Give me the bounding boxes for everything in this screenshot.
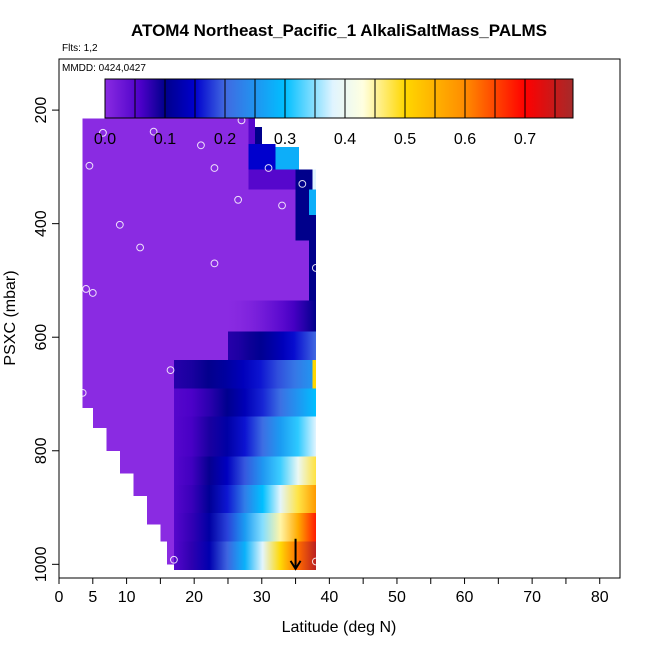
heatmap-cell [167, 240, 310, 301]
arrow-marker [289, 538, 302, 571]
heatmap-cell [167, 359, 174, 565]
y-tick-label: 600 [33, 324, 50, 351]
data-point [210, 164, 219, 172]
x-tick-label: 80 [591, 589, 609, 606]
x-axis-label: Latitude (deg N) [282, 619, 397, 636]
colorbar-tick-label: 0.2 [214, 131, 236, 148]
y-tick-label: 1000 [33, 546, 50, 582]
data-point [149, 127, 158, 136]
heatmap-cell [227, 331, 316, 360]
colorbar-tick-label: 0.6 [454, 131, 476, 148]
flights-subtitle: Flts: 1,2 [62, 43, 98, 54]
heatmap-cell [295, 215, 316, 241]
x-axis: 0 5 10 20 30 40 50 60 70 80 [55, 578, 609, 606]
heatmap-cell [248, 118, 256, 145]
heatmap-cell [275, 147, 299, 170]
heatmap-cell [173, 484, 316, 514]
data-point [170, 555, 178, 564]
colorbar-tick-label: 0.1 [154, 131, 176, 148]
heatmap-cell [173, 456, 316, 485]
colorbar-tick-label: 0.4 [334, 131, 356, 148]
x-tick-label: 20 [185, 589, 203, 606]
data-point [115, 220, 124, 229]
x-tick-label: 40 [320, 589, 338, 606]
heatmap-cell [248, 189, 296, 216]
heatmap-cell [312, 359, 316, 389]
y-tick-label: 400 [33, 210, 50, 237]
heatmap-cell [133, 473, 168, 497]
x-tick-label: 10 [118, 589, 136, 606]
heatmap-cell [255, 127, 262, 148]
heatmap-cell [309, 189, 316, 216]
colorbar-tick-label: 0.3 [274, 131, 296, 148]
heatmap-cell [106, 428, 168, 451]
data-point [298, 180, 307, 188]
data-point [136, 243, 145, 252]
chart-title: ATOM4 Northeast_Pacific_1 AlkaliSaltMass… [131, 21, 547, 40]
heatmap-cell [160, 524, 168, 542]
colorbar: 0.0 0.1 0.2 0.3 0.4 0.5 0.6 0.7 [94, 78, 574, 148]
heatmap-cell [173, 388, 316, 417]
plot-frame [58, 58, 621, 579]
data-point [264, 164, 273, 172]
x-tick-label: 50 [388, 589, 406, 606]
x-tick-label: 0 [55, 589, 64, 606]
heatmap-cell [167, 300, 228, 332]
data-point [85, 161, 94, 170]
x-tick-label: 60 [456, 589, 474, 606]
heatmap-cell [309, 240, 316, 301]
heatmap-cell [173, 416, 316, 457]
heatmap-cell [295, 169, 313, 190]
heatmap-cell [312, 169, 316, 190]
x-tick-label: 5 [88, 589, 97, 606]
heatmap-cell [167, 215, 296, 241]
colorbar-tick-label: 0.5 [394, 131, 416, 148]
heatmap-cell [227, 300, 316, 332]
heatmap-cell [295, 189, 310, 216]
x-tick-label: 70 [523, 589, 541, 606]
heatmap-field [82, 118, 316, 570]
y-axis: 200 400 600 800 1000 [33, 97, 59, 582]
colorbar-gradient [104, 78, 574, 119]
heatmap-cell [82, 118, 168, 409]
data-point [210, 259, 219, 268]
dates-subtitle: MMDD: 0424,0427 [62, 63, 146, 74]
heatmap-cell [173, 359, 313, 389]
heatmap-cell [167, 331, 228, 360]
heatmap-cell [173, 513, 316, 542]
data-point [311, 264, 320, 272]
data-point [82, 285, 90, 293]
x-tick-label: 30 [253, 589, 271, 606]
data-point [166, 366, 175, 375]
colorbar-tick-label: 0.0 [94, 131, 116, 148]
arrow-head [289, 560, 302, 571]
y-tick-label: 800 [33, 437, 50, 464]
data-point [99, 128, 107, 137]
y-tick-label: 200 [33, 97, 50, 124]
data-point [311, 557, 320, 566]
colorbar-tick-label: 0.7 [514, 131, 536, 148]
y-axis-label: PSXC (mbar) [2, 270, 19, 365]
data-point [278, 201, 286, 210]
data-point [88, 289, 97, 297]
heatmap-cell [146, 496, 168, 525]
heatmap-cell [119, 450, 168, 474]
data-point [197, 141, 205, 150]
data-point [78, 388, 87, 397]
data-point [234, 195, 243, 204]
heatmap-cell [248, 169, 296, 190]
heatmap-cell [92, 408, 168, 429]
